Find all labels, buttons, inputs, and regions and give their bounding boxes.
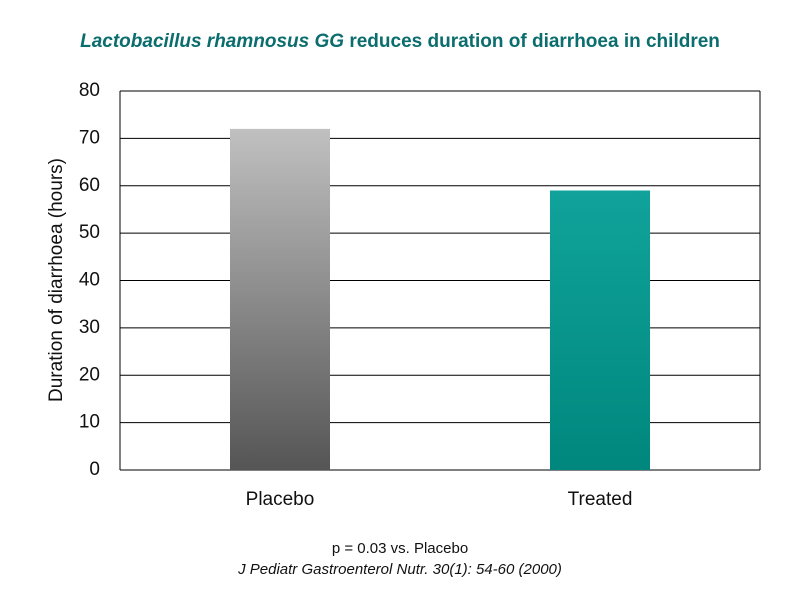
y-axis-label: Duration of diarrhoea (hours) bbox=[46, 158, 67, 402]
bar bbox=[550, 190, 650, 471]
y-tick-label: 0 bbox=[89, 459, 100, 480]
x-tick-label: Placebo bbox=[246, 489, 315, 510]
title-rest: reduces duration of diarrhoea in childre… bbox=[344, 31, 720, 52]
y-tick-label: 70 bbox=[79, 127, 100, 148]
chart-title: Lactobacillus rhamnosus GG reduces durat… bbox=[80, 31, 720, 52]
title-italic: Lactobacillus rhamnosus GG bbox=[80, 31, 344, 52]
annotation: p = 0.03 vs. Placebo bbox=[332, 540, 468, 557]
bar bbox=[230, 128, 330, 470]
y-tick-label: 30 bbox=[79, 317, 100, 338]
y-tick-label: 60 bbox=[79, 175, 100, 196]
y-tick-label: 50 bbox=[79, 222, 100, 243]
y-tick-label: 80 bbox=[79, 80, 100, 101]
y-tick-label: 10 bbox=[79, 412, 100, 433]
x-tick-label: Treated bbox=[568, 489, 633, 510]
y-tick-label: 20 bbox=[79, 364, 100, 385]
citation: J Pediatr Gastroenterol Nutr. 30(1): 54-… bbox=[237, 561, 562, 578]
y-tick-label: 40 bbox=[79, 270, 100, 291]
